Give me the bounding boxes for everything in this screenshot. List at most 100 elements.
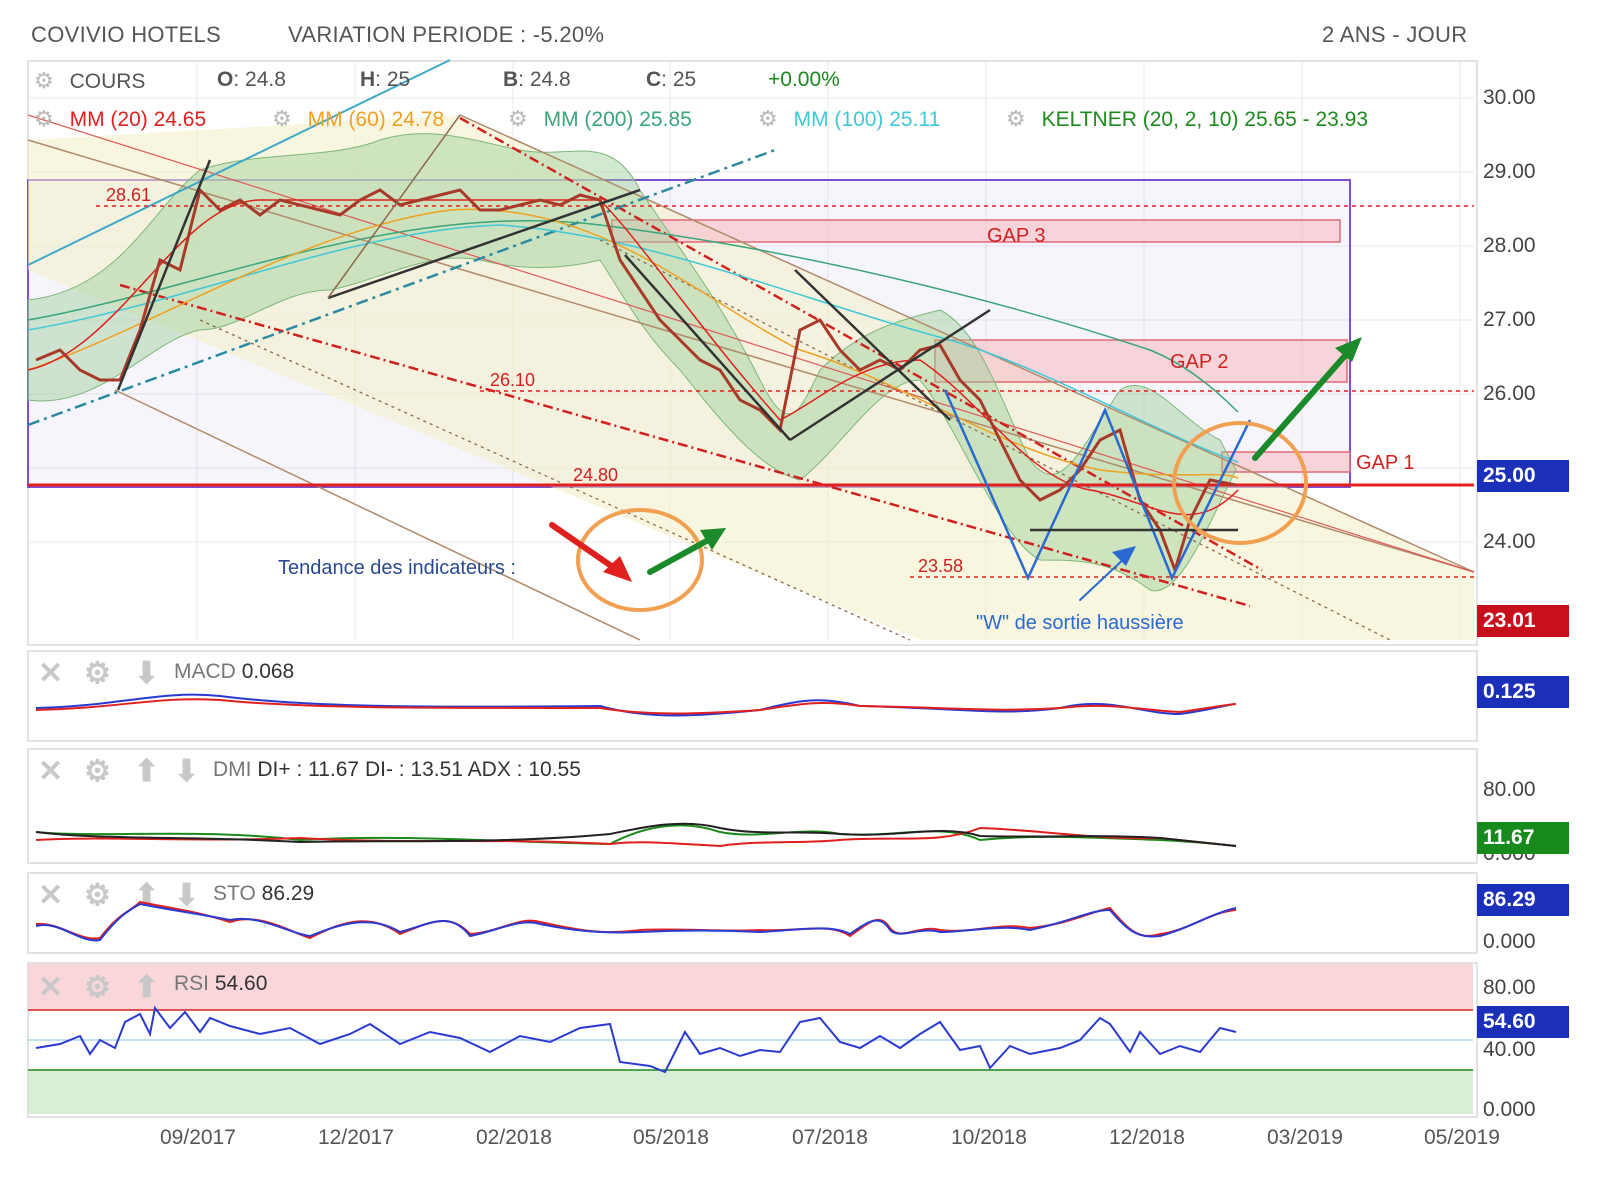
x-tick-05-2019: 05/2019 <box>1424 1126 1500 1149</box>
open-value: O: 24.8 <box>217 68 286 92</box>
price-tick-24: 24.00 <box>1483 530 1536 553</box>
gear-icon[interactable]: ⚙ <box>84 755 111 788</box>
change-value: +0.00% <box>768 68 840 91</box>
sto-name: STO <box>213 882 256 905</box>
sto-panel <box>27 872 1478 954</box>
close-icon[interactable]: ✕ <box>38 879 64 912</box>
low-label: B <box>503 68 519 91</box>
level-28-61: 28.61 <box>106 185 151 205</box>
gear-icon[interactable]: ⚙ <box>272 106 292 131</box>
dmi-panel <box>27 748 1478 864</box>
rsi-badge: 54.60 <box>1477 1006 1569 1038</box>
dmi-badge: 11.67 <box>1477 822 1569 854</box>
legend-row-1: ⚙ COURS <box>34 68 145 94</box>
channel-fill <box>28 115 1474 640</box>
gear-icon[interactable]: ⚙ <box>758 106 778 131</box>
macd-panel <box>27 650 1478 742</box>
dmi-label: DMI DI+ : 11.67 DI- : 13.51 ADX : 10.55 <box>213 758 581 782</box>
gear-icon[interactable]: ⚙ <box>84 879 111 912</box>
price-series <box>35 187 1237 575</box>
close-icon[interactable]: ✕ <box>38 755 64 788</box>
gap-1-label: GAP 1 <box>1356 452 1415 474</box>
gear-icon[interactable]: ⚙ <box>34 106 54 131</box>
dmi-value: DI+ : 11.67 DI- : 13.51 ADX : 10.55 <box>257 758 581 781</box>
level-24-80: 24.80 <box>573 465 618 485</box>
gear-icon[interactable]: ⚙ <box>84 971 111 1004</box>
close-icon[interactable]: ✕ <box>38 657 64 690</box>
mm60-legend: ⚙ MM (60) 24.78 <box>272 106 444 132</box>
arrow-up-icon[interactable]: ⬆ <box>134 971 160 1004</box>
rsi-tick-40: 40.00 <box>1483 1038 1536 1061</box>
macd-chart <box>35 693 1237 717</box>
close-value: C: 25 <box>646 68 696 92</box>
arrows <box>549 337 1362 601</box>
mm60-label: MM (60) 24.78 <box>307 108 445 131</box>
arrow-down-icon[interactable]: ⬇ <box>134 657 160 690</box>
mm20-label: MM (20) 24.65 <box>69 108 207 131</box>
arrow-up-icon[interactable]: ⬆ <box>134 755 160 788</box>
pattern-lines <box>116 114 1252 582</box>
gap-2-label: GAP 2 <box>1170 351 1229 373</box>
macd-badge: 0.125 <box>1477 676 1569 708</box>
dmi-chart <box>35 822 1237 848</box>
low-price-badge: 23.01 <box>1477 605 1569 637</box>
x-tick-10-2018: 10/2018 <box>951 1126 1027 1149</box>
mm200-label: MM (200) 25.85 <box>543 108 692 131</box>
breakout-circle <box>1172 421 1308 545</box>
legend-row-2: ⚙ MM (20) 24.65 <box>34 106 206 132</box>
mm200-line <box>27 219 1239 413</box>
macd-label: MACD 0.068 <box>174 660 294 684</box>
gap-2-zone <box>934 339 1348 383</box>
price-tick-27: 27.00 <box>1483 308 1536 331</box>
sto-chart <box>35 900 1237 942</box>
close-label: C <box>646 68 662 91</box>
w-pattern-text: "W" de sortie haussière <box>976 612 1184 634</box>
macd-name: MACD <box>174 660 236 683</box>
high-label: H <box>360 68 376 91</box>
x-tick-07-2018: 07/2018 <box>792 1126 868 1149</box>
gear-icon[interactable]: ⚙ <box>34 68 54 93</box>
mm20-line <box>27 199 1239 516</box>
macd-value: 0.068 <box>241 660 295 683</box>
low-number: : 24.8 <box>518 68 571 91</box>
gap-3-label: GAP 3 <box>987 225 1046 247</box>
sto-tick-0: 0.000 <box>1483 930 1536 953</box>
rsi-chart <box>28 964 1473 1114</box>
price-chart: GAP 3 GAP 2 GAP 1 28.61 26.10 24.80 23.5… <box>27 59 1475 641</box>
mm100-legend: ⚙ MM (100) 25.11 <box>758 106 940 132</box>
dmi-tick-80: 80.00 <box>1483 778 1536 801</box>
low-value: B: 24.8 <box>503 68 571 92</box>
keltner-legend: ⚙ KELTNER (20, 2, 10) 25.65 - 23.93 <box>1006 106 1368 132</box>
x-tick-09-2017: 09/2017 <box>160 1126 236 1149</box>
dmi-name: DMI <box>213 758 252 781</box>
x-tick-12-2017: 12/2017 <box>318 1126 394 1149</box>
arrow-down-icon[interactable]: ⬇ <box>174 879 200 912</box>
gear-icon[interactable]: ⚙ <box>84 657 111 690</box>
open-number: : 24.8 <box>233 68 286 91</box>
high-value: H: 25 <box>360 68 410 92</box>
x-tick-12-2018: 12/2018 <box>1109 1126 1185 1149</box>
trend-indicators-text: Tendance des indicateurs : <box>278 557 516 579</box>
sto-badge: 86.29 <box>1477 884 1569 916</box>
high-number: : 25 <box>375 68 411 91</box>
stock-name: COVIVIO HOTELS <box>31 22 222 47</box>
gear-icon[interactable]: ⚙ <box>508 106 528 131</box>
rsi-name: RSI <box>174 972 210 995</box>
sto-value: 86.29 <box>261 882 315 905</box>
x-tick-05-2018: 05/2018 <box>633 1126 709 1149</box>
price-tick-29: 29.00 <box>1483 160 1536 183</box>
close-number: : 25 <box>661 68 697 91</box>
rsi-tick-0: 0.000 <box>1483 1098 1536 1121</box>
period-variation: VARIATION PERIODE : -5.20% <box>288 22 605 47</box>
time-range[interactable]: 2 ANS - JOUR <box>1322 22 1468 47</box>
sto-label: STO 86.29 <box>213 882 314 906</box>
gear-icon[interactable]: ⚙ <box>1006 106 1026 131</box>
indicators-circle <box>576 508 704 612</box>
current-price-badge: 25.00 <box>1477 460 1569 492</box>
x-tick-03-2019: 03/2019 <box>1267 1126 1343 1149</box>
rsi-label: RSI 54.60 <box>174 972 267 996</box>
rsi-tick-80: 80.00 <box>1483 976 1536 999</box>
close-icon[interactable]: ✕ <box>38 971 64 1004</box>
price-tick-26: 26.00 <box>1483 382 1536 405</box>
arrow-down-icon[interactable]: ⬇ <box>174 755 200 788</box>
